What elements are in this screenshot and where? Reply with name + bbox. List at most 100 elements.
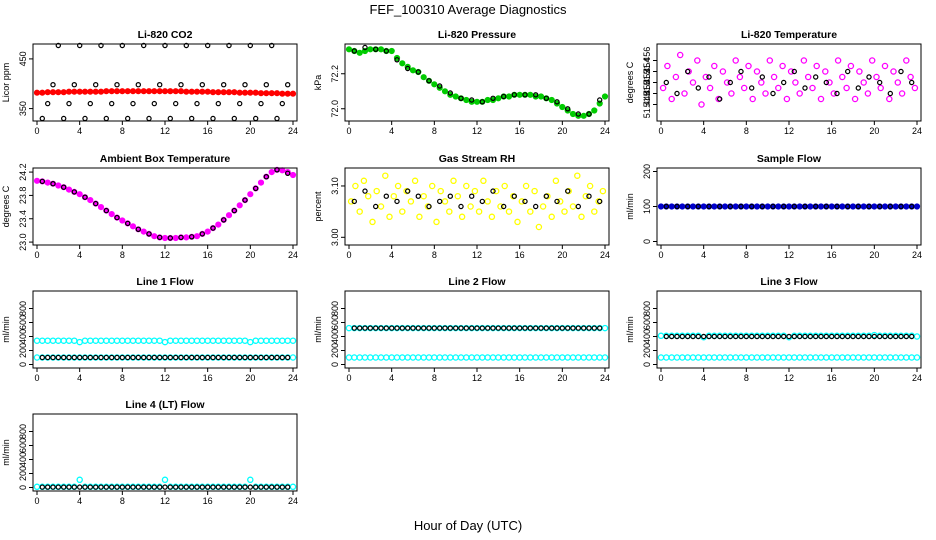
data-point: [877, 79, 883, 86]
panel-ylabel: ml/min: [1, 316, 11, 343]
data-point: [511, 325, 518, 331]
data-point: [87, 197, 94, 204]
data-point: [65, 88, 73, 95]
data-point: [676, 51, 684, 59]
data-point: [749, 95, 756, 103]
data-point: [453, 325, 459, 331]
data-point: [668, 95, 675, 103]
data-point: [258, 354, 264, 361]
data-point: [194, 484, 200, 490]
data-point: [242, 81, 248, 88]
data-point: [898, 203, 904, 210]
data-point: [39, 337, 46, 344]
data-point: [55, 337, 62, 344]
data-point: [463, 325, 469, 331]
data-point: [177, 88, 185, 95]
panel-title: Li-820 CO2: [138, 29, 193, 41]
data-point: [533, 325, 539, 331]
x-tick-label: 16: [203, 126, 213, 136]
data-point: [390, 192, 398, 200]
data-point: [597, 325, 603, 331]
data-point: [706, 203, 712, 210]
panel-ylabel: degrees C: [1, 185, 11, 227]
data-point: [364, 192, 372, 200]
data-point: [50, 484, 56, 490]
data-point: [409, 354, 417, 361]
x-tick-label: 8: [744, 126, 749, 136]
data-point: [172, 234, 179, 242]
data-point: [97, 337, 105, 344]
data-point: [719, 68, 727, 75]
panel-title: Li-820 Pressure: [438, 29, 516, 41]
data-point: [252, 185, 259, 192]
data-point: [849, 203, 857, 210]
data-point: [204, 354, 211, 361]
data-point: [55, 89, 62, 96]
data-point: [114, 354, 120, 361]
x-tick-label: 0: [34, 496, 39, 506]
data-point: [274, 484, 280, 490]
data-point: [242, 354, 248, 361]
data-point: [82, 354, 88, 361]
data-point: [766, 57, 774, 64]
data-point: [347, 198, 355, 205]
data-point: [581, 325, 587, 331]
data-point: [845, 333, 851, 340]
data-point: [447, 354, 454, 361]
data-point: [791, 68, 798, 75]
data-point: [97, 88, 105, 95]
data-point: [813, 203, 819, 210]
data-point: [791, 354, 798, 361]
data-point: [679, 333, 686, 340]
data-point: [538, 325, 544, 331]
data-point: [372, 354, 379, 361]
panel-3: Ambient Box Temperature degrees C 0 4 8 12 16 2…: [1, 153, 298, 260]
data-point: [732, 57, 739, 64]
data-point: [770, 73, 778, 81]
data-point: [289, 337, 297, 344]
data-point: [868, 57, 876, 64]
y-tick-label: 400: [642, 329, 652, 344]
data-point: [736, 73, 744, 81]
data-point: [695, 203, 702, 210]
data-point: [124, 88, 131, 95]
data-point: [247, 338, 254, 346]
data-point: [775, 333, 782, 340]
data-point: [145, 337, 153, 344]
data-point: [521, 354, 529, 361]
data-point: [360, 177, 368, 185]
data-point: [356, 354, 363, 361]
data-point: [866, 203, 872, 210]
data-point: [706, 74, 712, 80]
y-tick-label: 72.0: [330, 100, 340, 118]
panel-9: Line 4 (LT) Flow ml/min 0 4 8 12 16 20 24 0 200400…: [1, 399, 298, 506]
data-point: [66, 100, 72, 107]
data-point: [679, 203, 686, 210]
data-point: [495, 325, 501, 331]
data-point: [405, 325, 411, 331]
data-point: [367, 325, 373, 331]
x-tick-label: 24: [288, 250, 298, 260]
data-point: [791, 203, 798, 210]
data-point: [357, 325, 363, 331]
data-point: [289, 90, 297, 97]
data-point: [231, 354, 237, 361]
data-point: [834, 57, 842, 64]
data-point: [716, 354, 723, 361]
data-point: [71, 81, 78, 88]
data-point: [33, 89, 41, 96]
data-point: [807, 354, 814, 361]
data-point: [754, 333, 760, 340]
data-point: [903, 354, 910, 361]
data-point: [781, 333, 787, 340]
x-tick-label: 4: [389, 250, 394, 260]
data-point: [892, 354, 899, 361]
data-point: [711, 62, 718, 70]
data-point: [415, 193, 421, 199]
y-tick-label: 23.4: [18, 210, 28, 228]
data-point: [522, 182, 530, 190]
data-point: [279, 484, 285, 490]
x-tick-label: 0: [34, 373, 39, 383]
data-point: [92, 88, 99, 95]
